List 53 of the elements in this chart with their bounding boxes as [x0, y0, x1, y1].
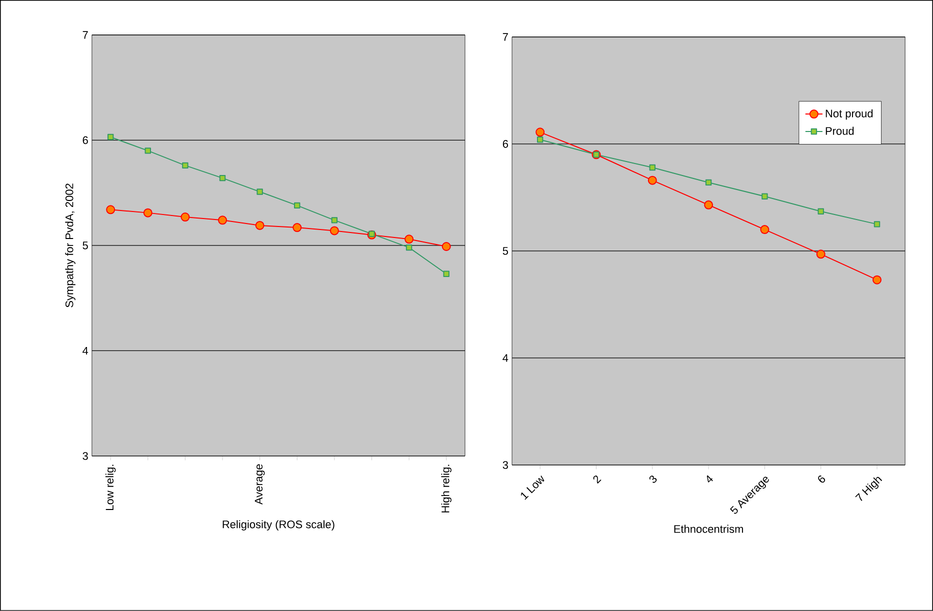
- point: [218, 216, 227, 225]
- point: [180, 212, 190, 222]
- point: [442, 242, 451, 252]
- point: [406, 244, 412, 251]
- y-tick-label: 6: [502, 140, 508, 148]
- x-tick-label: 1 Low: [520, 476, 544, 500]
- point: [443, 270, 450, 278]
- point: [762, 193, 768, 200]
- point: [760, 225, 770, 234]
- point: [106, 205, 116, 214]
- point: [872, 275, 882, 284]
- point: [536, 136, 544, 143]
- point: [818, 208, 824, 214]
- x-tick-label: 2: [593, 476, 602, 484]
- y-axis-title: Sympathy for PvdA, 2002: [65, 184, 76, 308]
- point: [404, 234, 414, 244]
- x-axis-title: Ethnocentrism: [674, 524, 743, 533]
- x-tick-label: Average: [254, 464, 265, 505]
- x-axis-title: Religiosity (ROS scale): [222, 520, 334, 530]
- point: [331, 217, 338, 224]
- y-tick-label: 5: [82, 242, 88, 250]
- point: [182, 162, 188, 169]
- point: [256, 188, 263, 195]
- y-tick-label: 6: [82, 136, 88, 144]
- y-tick-label: 7: [502, 33, 508, 41]
- x-tick-label: 6: [818, 476, 826, 483]
- point: [368, 230, 375, 237]
- x-tick-label: High relig.: [441, 464, 452, 512]
- point: [536, 128, 545, 137]
- point: [255, 220, 264, 230]
- legend-label: Proud: [826, 126, 854, 135]
- y-tick-label: 5: [502, 247, 508, 255]
- y-tick-label: 7: [82, 31, 88, 39]
- point: [704, 200, 714, 210]
- point: [649, 164, 656, 171]
- point: [816, 250, 826, 259]
- y-tick-label: 4: [502, 354, 508, 362]
- point: [330, 226, 339, 236]
- point: [107, 134, 114, 140]
- y-tick-label: 3: [82, 452, 88, 460]
- point: [292, 223, 302, 232]
- x-tick-label: Low relig.: [105, 464, 116, 510]
- x-tick-label: 3: [649, 476, 657, 483]
- point: [648, 176, 657, 185]
- legend-label: Not proud: [826, 109, 873, 120]
- point: [294, 202, 300, 209]
- point: [144, 148, 151, 154]
- point: [143, 208, 152, 218]
- y-tick-label: 4: [82, 346, 88, 355]
- point: [874, 221, 880, 228]
- point: [705, 179, 712, 186]
- point: [219, 175, 226, 182]
- x-tick-label: 4: [706, 475, 713, 483]
